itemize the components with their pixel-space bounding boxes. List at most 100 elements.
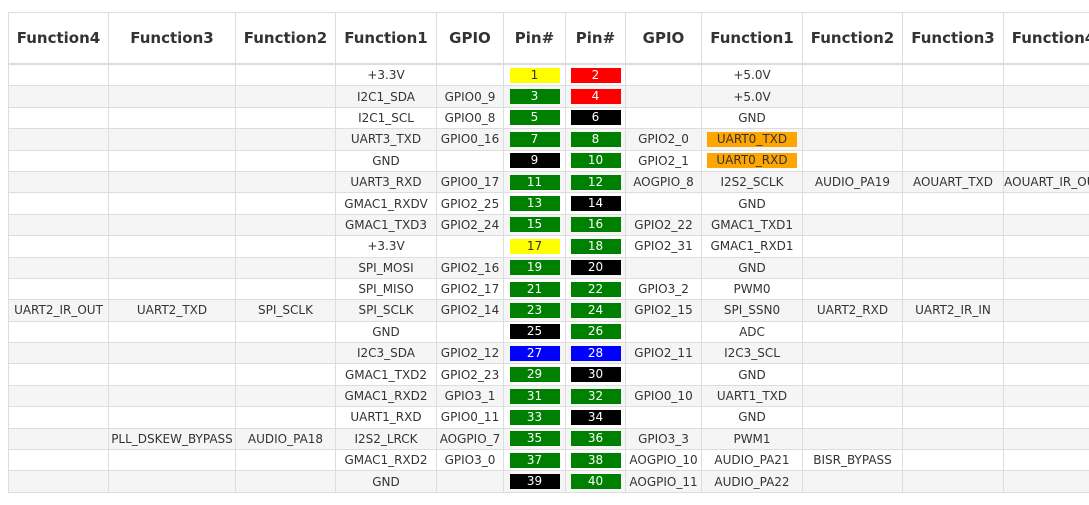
table-cell (235, 406, 336, 429)
table-cell (902, 235, 1004, 258)
pin-number: 6 (570, 110, 621, 126)
table-cell (108, 449, 236, 472)
table-cell: I2C1_SDA (335, 85, 437, 108)
table-cell: GND (335, 149, 437, 172)
table-row: UART1_RXD GPIO0_11 33 34 GND (8, 406, 1089, 429)
table-cell (802, 363, 903, 386)
table-cell: 17 (503, 235, 566, 258)
table-cell (802, 427, 903, 451)
table-cell (902, 63, 1004, 87)
table-cell: GPIO0_11 (436, 406, 504, 429)
table-cell (1003, 406, 1089, 429)
table-cell: GPIO2_17 (436, 277, 504, 301)
pin-number: 10 (570, 153, 621, 169)
table-cell (108, 342, 236, 365)
table-cell: GPIO0_8 (436, 106, 504, 130)
table-cell: 11 (503, 170, 566, 194)
table-cell: GMAC1_RXD2 (335, 449, 437, 472)
table-row: PLL_DSKEW_BYPASS AUDIO_PA18 I2S2_LRCK AOGPI… (8, 427, 1089, 451)
table-cell: 22 (565, 277, 626, 301)
table-cell: SPI_SSN0 (701, 299, 803, 322)
table-cell: BISR_BYPASS (802, 449, 903, 472)
table-cell: GPIO3_0 (436, 449, 504, 472)
table-cell (1003, 470, 1089, 493)
pin-number: 5 (509, 110, 560, 126)
table-cell: GPIO0_9 (436, 85, 504, 108)
table-cell (108, 63, 236, 87)
table-cell: GPIO3_2 (625, 277, 702, 301)
table-cell: 19 (503, 256, 566, 279)
table-cell: AUDIO_PA18 (235, 427, 336, 451)
table-cell: 2 (565, 63, 626, 87)
table-cell (802, 406, 903, 429)
pin-number: 38 (570, 452, 621, 468)
table-cell: 16 (565, 213, 626, 237)
column-header: GPIO (625, 12, 702, 65)
table-cell: GPIO3_1 (436, 384, 504, 408)
table-cell (108, 470, 236, 493)
table-cell: 20 (565, 256, 626, 279)
pin-number: 18 (570, 238, 621, 254)
table-cell: UART2_RXD (802, 299, 903, 322)
table-cell: GMAC1_RXD1 (701, 235, 803, 258)
pin-number: 36 (570, 431, 621, 447)
table-cell: +5.0V (701, 85, 803, 108)
table-row: I2C1_SCL GPIO0_8 5 6 GND (8, 106, 1089, 130)
table-cell: GPIO2_11 (625, 342, 702, 365)
table-cell (436, 235, 504, 258)
table-cell: GPIO3_3 (625, 427, 702, 451)
table-cell (235, 213, 336, 237)
table-cell (8, 320, 109, 344)
table-cell: PLL_DSKEW_BYPASS (108, 427, 236, 451)
pin-number: 3 (509, 89, 560, 105)
table-cell: +5.0V (701, 63, 803, 87)
table-cell (802, 277, 903, 301)
table-cell (902, 449, 1004, 472)
table-cell (902, 427, 1004, 451)
table-cell: UART0_TXD (701, 128, 803, 151)
pin-number: 11 (509, 174, 560, 190)
pin-number: 31 (509, 388, 560, 404)
table-cell (235, 192, 336, 215)
table-cell: UART1_TXD (701, 384, 803, 408)
table-cell (802, 384, 903, 408)
table-cell (902, 192, 1004, 215)
table-row: UART2_IR_OUT UART2_TXD SPI_SCLK SPI_SCLK GPI… (8, 299, 1089, 322)
table-cell (902, 320, 1004, 344)
table-cell: 34 (565, 406, 626, 429)
table-row: GND 39 40 AOGPIO_11 AUDIO_PA22 (8, 470, 1089, 493)
table-cell (108, 106, 236, 130)
table-row: GMAC1_TXD2 GPIO2_23 29 30 GND (8, 363, 1089, 386)
table-cell: 6 (565, 106, 626, 130)
table-cell: AUDIO_PA21 (701, 449, 803, 472)
table-row: I2C3_SDA GPIO2_12 27 28 GPIO2_11 I2C3_SCL (8, 342, 1089, 365)
table-cell: 36 (565, 427, 626, 451)
table-cell (1003, 299, 1089, 322)
table-cell (902, 406, 1004, 429)
table-cell (8, 213, 109, 237)
table-cell (1003, 384, 1089, 408)
pin-number: 15 (509, 217, 560, 233)
table-cell (436, 470, 504, 493)
table-cell: 33 (503, 406, 566, 429)
table-cell (8, 235, 109, 258)
pin-number: 12 (570, 174, 621, 190)
column-header: Function2 (802, 12, 903, 65)
table-cell (802, 342, 903, 365)
pin-number: 16 (570, 217, 621, 233)
table-cell: 24 (565, 299, 626, 322)
table-cell (235, 170, 336, 194)
table-cell (8, 449, 109, 472)
table-cell: 39 (503, 470, 566, 493)
table-cell: GPIO2_22 (625, 213, 702, 237)
pin-number: 9 (509, 153, 560, 169)
pin-number: 23 (509, 302, 560, 318)
table-cell (902, 384, 1004, 408)
pin-number: 29 (509, 367, 560, 383)
table-cell: I2C1_SCL (335, 106, 437, 130)
table-row: SPI_MISO GPIO2_17 21 22 GPIO3_2 PWM0 (8, 277, 1089, 301)
table-cell (235, 320, 336, 344)
pin-number: 22 (570, 281, 621, 297)
table-cell (8, 128, 109, 151)
table-cell (8, 342, 109, 365)
